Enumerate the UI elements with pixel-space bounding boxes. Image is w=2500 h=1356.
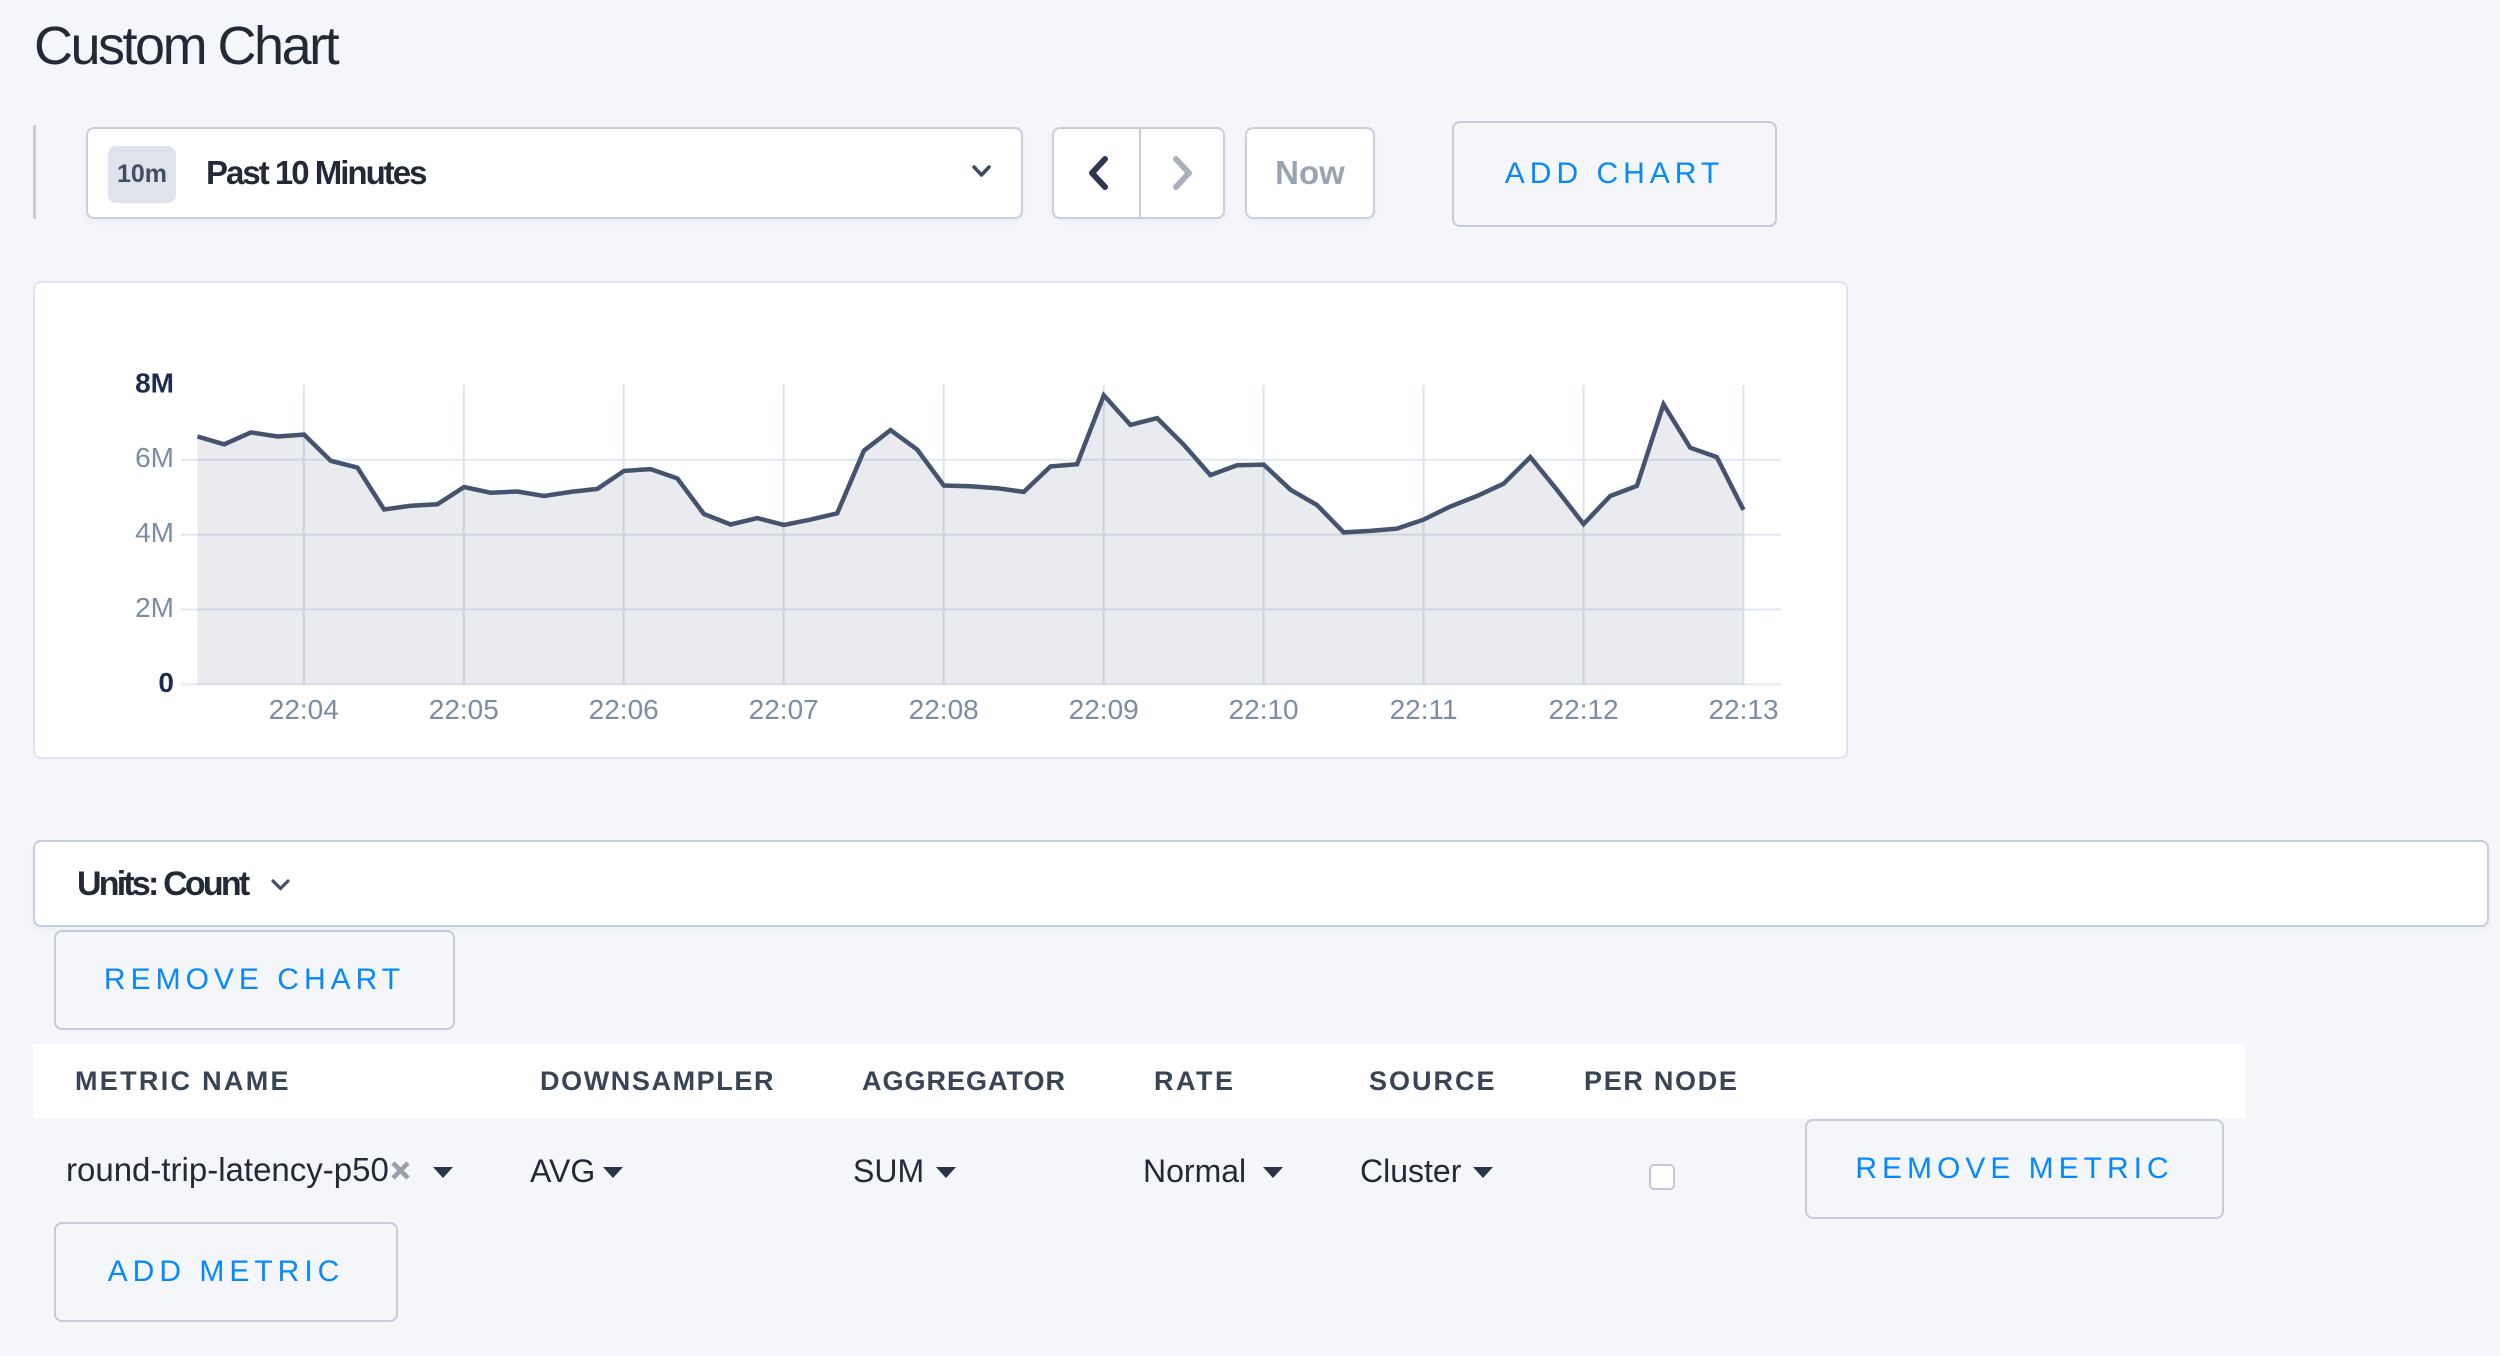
- svg-text:22:13: 22:13: [1708, 694, 1778, 725]
- svg-text:6M: 6M: [135, 442, 174, 473]
- svg-text:22:04: 22:04: [269, 694, 339, 725]
- svg-text:22:07: 22:07: [749, 694, 819, 725]
- svg-text:22:09: 22:09: [1069, 694, 1139, 725]
- svg-text:22:06: 22:06: [589, 694, 659, 725]
- svg-text:22:12: 22:12: [1549, 694, 1619, 725]
- svg-text:0: 0: [158, 667, 174, 698]
- svg-text:8M: 8M: [135, 367, 174, 398]
- svg-text:2M: 2M: [135, 592, 174, 623]
- svg-text:22:08: 22:08: [909, 694, 979, 725]
- svg-text:22:10: 22:10: [1229, 694, 1299, 725]
- svg-text:22:05: 22:05: [429, 694, 499, 725]
- svg-text:22:11: 22:11: [1390, 694, 1458, 725]
- svg-text:4M: 4M: [135, 517, 174, 548]
